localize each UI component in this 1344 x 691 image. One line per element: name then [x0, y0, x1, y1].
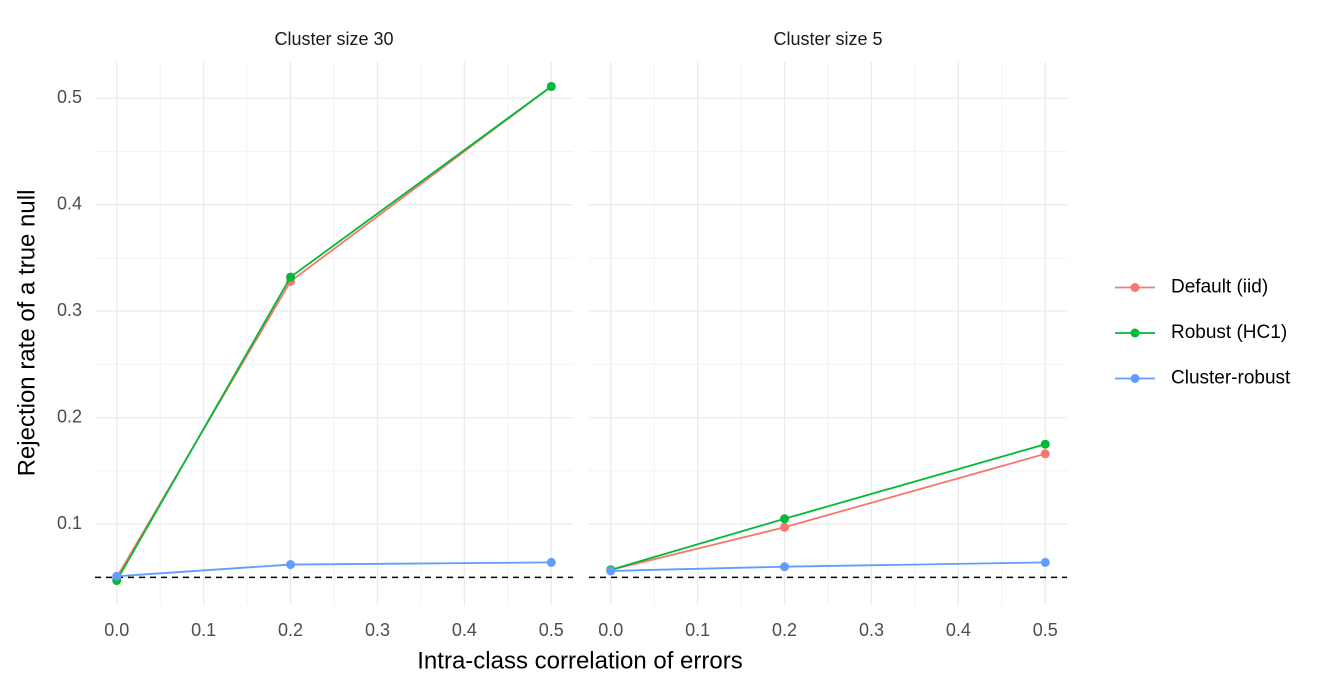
x-tick-label: 0.5: [539, 620, 564, 640]
x-tick-label: 0.1: [685, 620, 710, 640]
x-tick-label: 0.1: [191, 620, 216, 640]
data-point: [1040, 439, 1050, 449]
data-point: [1040, 449, 1050, 459]
x-tick-label: 0.5: [1033, 620, 1058, 640]
legend-label: Cluster-robust: [1171, 368, 1291, 389]
data-point: [112, 571, 122, 581]
data-point: [286, 560, 296, 570]
y-tick-label: 0.3: [57, 300, 82, 320]
data-point: [546, 557, 556, 567]
data-point: [286, 272, 296, 282]
legend-label: Robust (HC1): [1171, 322, 1287, 343]
legend-label: Default (iid): [1171, 277, 1268, 298]
x-tick-label: 0.3: [859, 620, 884, 640]
legend-key-point: [1130, 374, 1140, 383]
legend-key-point: [1130, 283, 1140, 292]
x-tick-label: 0.4: [452, 620, 477, 640]
y-tick-label: 0.2: [57, 406, 82, 426]
legend-key-point: [1130, 328, 1140, 338]
data-point: [546, 81, 556, 91]
data-point: [606, 566, 616, 576]
x-tick-label: 0.4: [946, 620, 971, 640]
data-point: [780, 514, 790, 524]
y-tick-label: 0.4: [57, 193, 82, 213]
data-point: [780, 522, 790, 532]
x-tick-label: 0.2: [772, 620, 797, 640]
data-point: [1040, 557, 1050, 567]
data-point: [780, 562, 790, 572]
x-axis-title: Intra-class correlation of errors: [417, 647, 742, 674]
y-axis-title: Rejection rate of a true null: [13, 190, 40, 477]
x-tick-label: 0.2: [278, 620, 303, 640]
x-tick-label: 0.3: [365, 620, 390, 640]
facet-title: Cluster size 30: [274, 29, 393, 49]
facet-title: Cluster size 5: [773, 29, 882, 49]
y-tick-label: 0.1: [57, 513, 82, 533]
y-tick-label: 0.5: [57, 87, 82, 107]
x-tick-label: 0.0: [598, 620, 623, 640]
x-tick-label: 0.0: [104, 620, 129, 640]
